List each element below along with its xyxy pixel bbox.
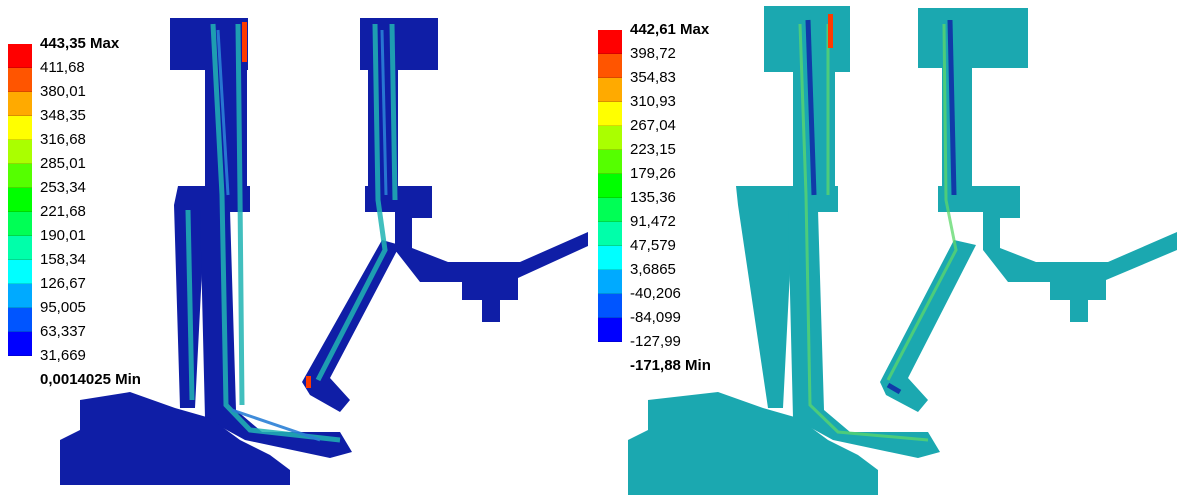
legend-swatch [8,92,32,116]
legend-swatch [598,174,622,198]
left-hot-spots [242,22,311,388]
legend-value-label: 190,01 [40,227,86,244]
legend-value-label: 47,579 [630,237,676,254]
legend-value-label: -40,206 [630,285,681,302]
legend-value-label: 31,669 [40,347,86,364]
legend-min-label: -171,88 Min [630,357,711,374]
legend-max-label: 442,61 Max [630,21,710,38]
left-legend-labels: 443,35 Max 411,68 380,01 348,35 316,68 285,01… [40,34,141,394]
right-stress-tensile [798,23,958,442]
legend-value-label: 348,35 [40,107,86,124]
right-hot-spots [828,14,833,48]
legend-swatch [8,284,32,308]
legend-value-label: 398,72 [630,45,676,62]
legend-value-label: 285,01 [40,155,86,172]
legend-swatch [8,332,32,356]
right-legend-labels: 442,61 Max 398,72 354,83 310,93 267,04 223,15… [630,20,711,380]
legend-swatch [598,318,622,342]
left-legend-colorbar [8,44,32,356]
legend-max-label: 443,35 Max [40,35,120,52]
legend-value-label: 354,83 [630,69,676,86]
left-stress-bands [185,23,398,443]
legend-swatch [8,140,32,164]
legend-value-label: 3,6865 [630,261,676,278]
legend-swatch [8,236,32,260]
legend-swatch [598,102,622,126]
left-contour-plot: 443,35 Max 411,68 380,01 348,35 316,68 285,01… [0,0,588,499]
legend-swatch [8,44,32,68]
legend-value-label: -84,099 [630,309,681,326]
legend-swatch [598,294,622,318]
legend-swatch [598,150,622,174]
right-body-fill [628,6,1177,495]
legend-swatch [598,30,622,54]
right-contour-plot: 442,61 Max 398,72 354,83 310,93 267,04 223,15… [588,0,1177,499]
legend-value-label: 221,68 [40,203,86,220]
right-stress-compressive [805,19,957,395]
legend-swatch [598,126,622,150]
legend-swatch [8,68,32,92]
legend-value-label: -127,99 [630,333,681,350]
legend-swatch [598,246,622,270]
right-legend-colorbar [598,30,622,342]
legend-value-label: 316,68 [40,131,86,148]
legend-value-label: 158,34 [40,251,86,268]
left-body-fill [60,18,588,485]
legend-swatch [598,270,622,294]
legend-value-label: 135,36 [630,189,676,206]
legend-swatch [8,308,32,332]
legend-swatch [8,116,32,140]
legend-swatch [8,212,32,236]
legend-value-label: 253,34 [40,179,86,196]
legend-value-label: 380,01 [40,83,86,100]
legend-swatch [598,198,622,222]
legend-swatch [598,222,622,246]
legend-swatch [8,188,32,212]
legend-swatch [598,54,622,78]
left-part-geometry [60,18,588,485]
legend-value-label: 179,26 [630,165,676,182]
legend-value-label: 63,337 [40,323,86,340]
legend-value-label: 91,472 [630,213,676,230]
legend-value-label: 411,68 [40,59,85,76]
legend-value-label: 223,15 [630,141,676,158]
right-part-geometry [628,6,1177,495]
left-stress-inner [216,29,388,442]
legend-swatch [8,260,32,284]
legend-value-label: 267,04 [630,117,676,134]
legend-swatch [8,164,32,188]
legend-value-label: 95,005 [40,299,86,316]
legend-min-label: 0,0014025 Min [40,371,141,388]
legend-value-label: 126,67 [40,275,86,292]
legend-swatch [598,78,622,102]
legend-value-label: 310,93 [630,93,676,110]
